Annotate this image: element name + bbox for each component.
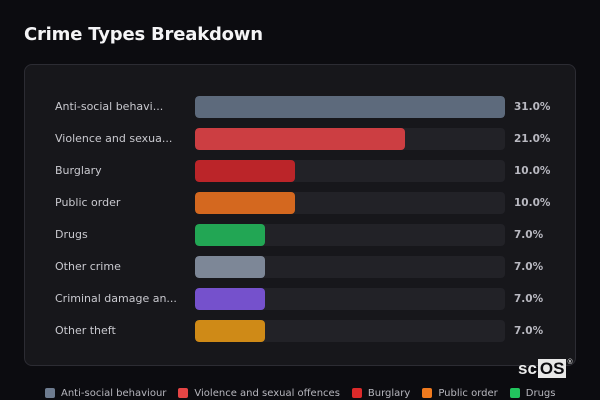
bar-fill[interactable]	[195, 96, 505, 118]
bar-fill[interactable]	[195, 256, 265, 278]
bar-fill[interactable]	[195, 288, 265, 310]
bar-fill[interactable]	[195, 320, 265, 342]
watermark-boxed-text: OS	[537, 359, 567, 378]
chart-panel: Anti-social behavi... 31.0% Violence and s…	[24, 64, 576, 366]
legend-swatch-icon	[351, 388, 362, 398]
bar-track	[195, 224, 505, 246]
bar-value: 10.0%	[514, 197, 551, 209]
bar-row: Public order 10.0%	[25, 192, 575, 214]
legend-item[interactable]: Public order	[422, 387, 498, 399]
bar-value: 7.0%	[514, 293, 544, 305]
watermark-logo: sc OS ®	[518, 359, 573, 378]
bar-fill[interactable]	[195, 160, 295, 182]
bar-row: Other crime 7.0%	[25, 256, 575, 278]
chart-legend: Anti-social behaviour Violence and sexual…	[45, 386, 568, 400]
bar-fill[interactable]	[195, 128, 405, 150]
bar-value: 10.0%	[514, 165, 551, 177]
bar-label: Drugs	[55, 228, 88, 241]
legend-swatch-icon	[178, 388, 189, 398]
bar-value: 7.0%	[514, 229, 544, 241]
legend-item[interactable]: Anti-social behaviour	[45, 388, 166, 399]
bar-value: 7.0%	[514, 325, 544, 337]
bar-value: 7.0%	[514, 261, 544, 273]
bar-row: Anti-social behavi... 31.0%	[25, 96, 575, 118]
bar-row: Criminal damage an... 7.0%	[25, 288, 575, 310]
legend-item[interactable]: Drugs	[509, 387, 556, 399]
bar-label: Violence and sexua...	[55, 132, 173, 145]
legend-label: Anti-social behaviour	[61, 387, 167, 399]
bar-label: Anti-social behavi...	[55, 100, 164, 113]
legend-item[interactable]: Violence and sexual offences	[178, 388, 340, 399]
registered-mark-icon: ®	[567, 359, 573, 366]
bar-fill[interactable]	[195, 224, 265, 246]
legend-label: Violence and sexual offences	[194, 387, 340, 399]
bar-row: Violence and sexua... 21.0%	[25, 128, 575, 150]
bar-label: Public order	[55, 196, 121, 209]
bar-row: Drugs 7.0%	[25, 224, 575, 246]
legend-swatch-icon	[509, 388, 520, 398]
bar-track	[195, 320, 505, 342]
legend-swatch-icon	[45, 388, 55, 398]
bar-label: Other crime	[55, 260, 121, 273]
bar-label: Other theft	[55, 324, 116, 337]
legend-label: Burglary	[367, 387, 411, 399]
bar-fill[interactable]	[195, 192, 295, 214]
bar-value: 31.0%	[514, 101, 551, 113]
bar-track	[195, 128, 505, 150]
bar-row: Other theft 7.0%	[25, 320, 575, 342]
legend-item[interactable]: Burglary	[351, 387, 411, 399]
bar-label: Burglary	[55, 164, 102, 177]
bar-row: Burglary 10.0%	[25, 160, 575, 182]
watermark-text: sc	[518, 359, 537, 378]
chart-title: Crime Types Breakdown	[24, 24, 263, 45]
bar-track	[195, 96, 505, 118]
legend-swatch-icon	[422, 388, 433, 398]
bar-track	[195, 288, 505, 310]
legend-label: Public order	[438, 387, 498, 399]
bar-track	[195, 256, 505, 278]
bar-track	[195, 160, 505, 182]
bar-value: 21.0%	[514, 133, 551, 145]
bar-track	[195, 192, 505, 214]
legend-label: Drugs	[525, 387, 556, 399]
bar-label: Criminal damage an...	[55, 292, 177, 305]
